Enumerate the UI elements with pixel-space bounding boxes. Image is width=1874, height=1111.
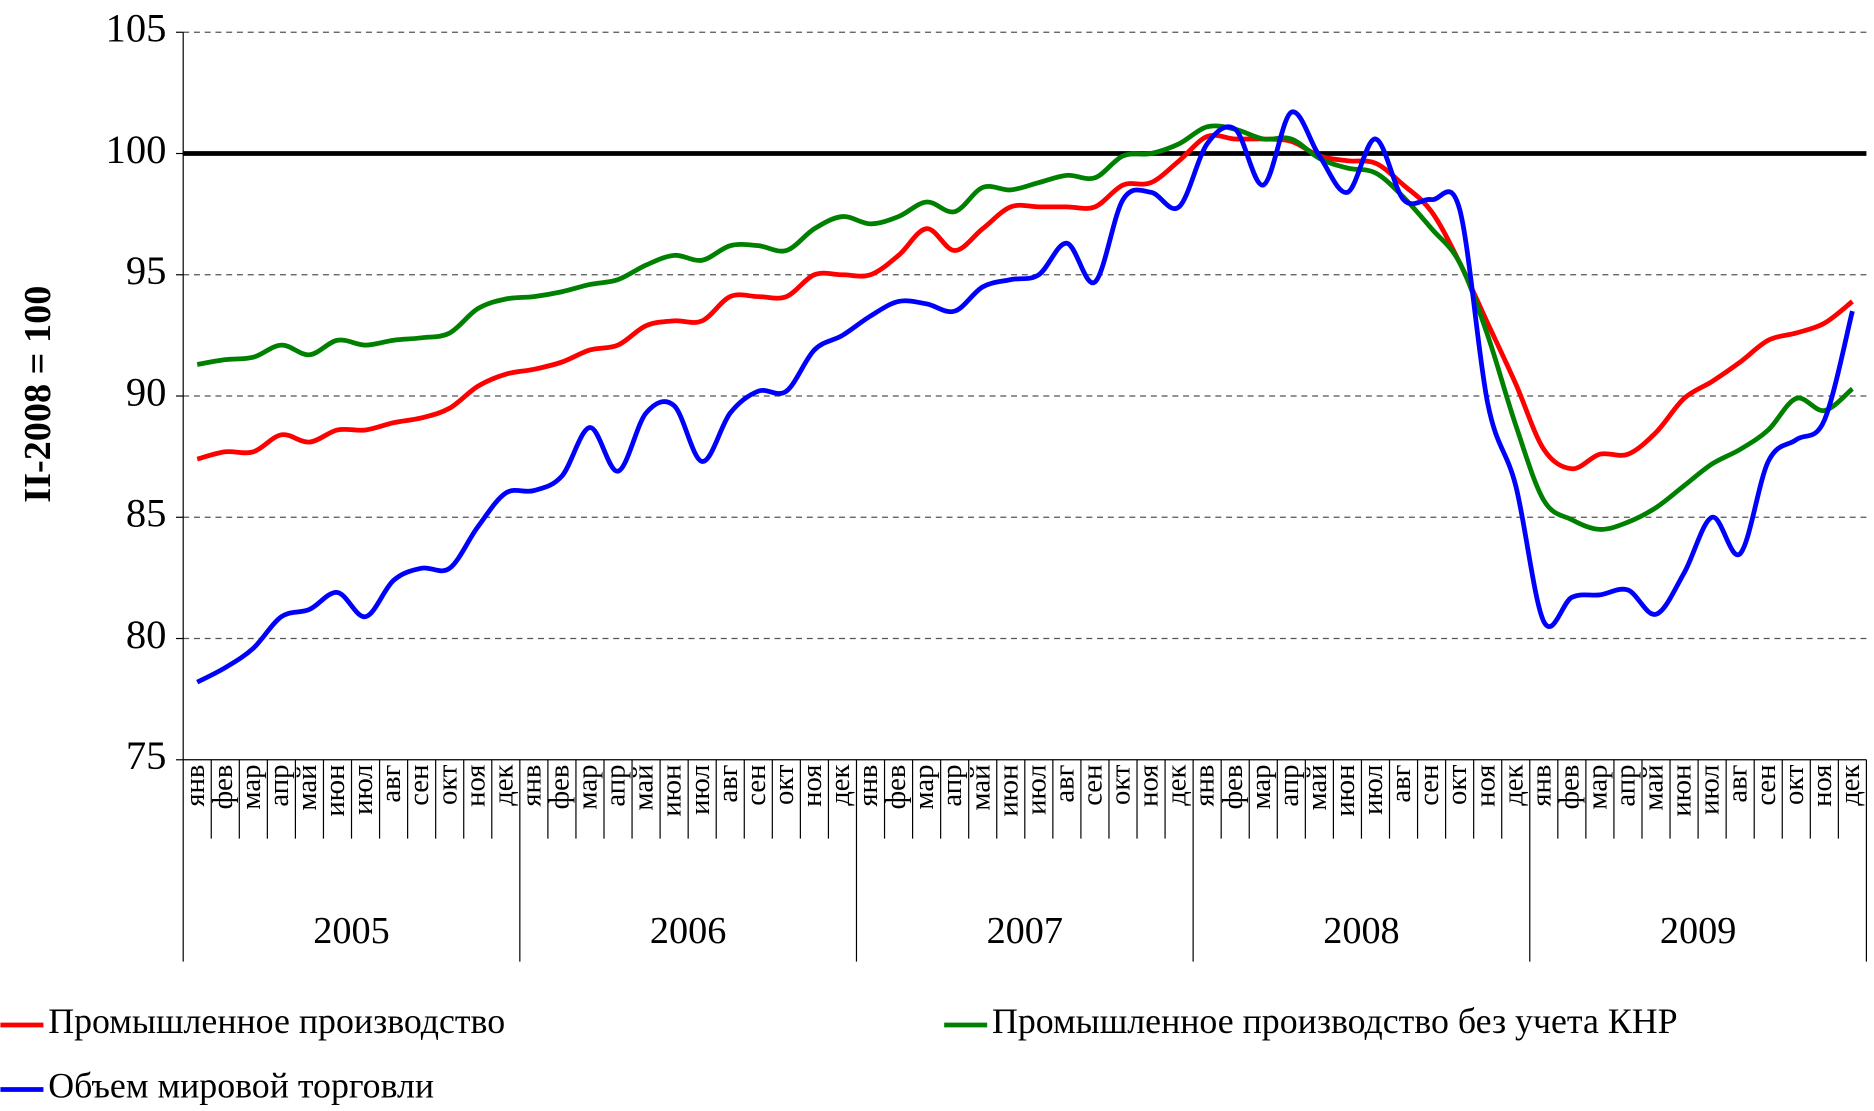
legend-label: Промышленное производство без учета КНР [992,1001,1678,1041]
x-tick-label: фев [880,765,912,810]
x-tick-label: мар [908,765,940,810]
legend-label: Объем мировой торговли [48,1066,434,1106]
y-tick-label: 95 [126,248,167,293]
x-tick-label: июн [1666,765,1698,817]
x-tick-label: авг [1722,764,1754,802]
x-tick-label: окт [1441,764,1473,805]
x-tick-label: авг [712,764,744,802]
x-tick-label: июн [319,765,351,817]
series-line [196,109,1855,685]
x-tick-label: фев [207,765,239,810]
x-tick-label: ноя [1806,765,1838,807]
x-tick-label: дек [1161,764,1193,805]
x-tick-label: июл [684,765,716,815]
x-tick-label: дек [487,764,519,805]
x-tick-label: июн [992,765,1024,817]
x-tick-label: окт [1105,764,1137,805]
x-tick-label: сен [1413,765,1445,806]
group-label: 2008 [1323,910,1399,952]
y-tick-label: 80 [126,612,167,657]
x-tick-label: апр [263,765,295,807]
x-tick-label: фев [1217,765,1249,810]
x-tick-label: янв [1525,765,1557,807]
group-label: 2007 [987,910,1063,952]
x-tick-label: май [1638,765,1670,811]
x-tick-label: июн [656,765,688,817]
series-line [196,132,1854,472]
x-tick-label: сен [403,765,435,806]
x-tick-label: авг [1048,764,1080,802]
y-tick-label: 75 [126,733,167,778]
x-tick-label: мар [1245,765,1277,810]
x-tick-label: май [1301,765,1333,811]
group-label: 2005 [313,910,389,952]
x-tick-label: июл [1020,765,1052,815]
x-tick-label: апр [1273,765,1305,807]
x-tick-label: янв [1189,765,1221,807]
x-tick-label: апр [1610,765,1642,807]
x-tick-label: авг [1385,764,1417,802]
x-tick-label: мар [1581,765,1613,810]
x-tick-label: дек [1834,764,1866,805]
y-tick-label: 100 [106,127,167,172]
group-label: 2006 [650,910,726,952]
x-tick-label: мар [572,765,604,810]
x-tick-label: май [291,765,323,811]
x-tick-label: май [628,765,660,811]
x-tick-label: июл [1694,765,1726,815]
x-tick-label: дек [824,764,856,805]
x-tick-label: май [964,765,996,811]
x-tick-label: окт [768,764,800,805]
x-tick-label: апр [936,765,968,807]
x-tick-label: окт [1778,764,1810,805]
x-tick-label: фев [1553,765,1585,810]
group-label: 2009 [1660,910,1736,952]
y-tick-label: 85 [126,491,167,536]
x-tick-label: авг [375,764,407,802]
x-tick-label: фев [543,765,575,810]
x-tick-label: ноя [459,765,491,807]
y-tick-label: 90 [126,369,167,414]
x-tick-label: июл [1357,765,1389,815]
x-tick-label: июл [347,765,379,815]
x-tick-label: окт [431,764,463,805]
x-tick-label: янв [515,765,547,807]
x-tick-label: янв [179,765,211,807]
y-axis-label: II-2008 = 100 [17,286,59,503]
x-tick-label: сен [1077,765,1109,806]
x-tick-label: сен [740,765,772,806]
legend-label: Промышленное производство [48,1001,505,1041]
x-tick-label: ноя [1469,765,1501,807]
x-tick-label: июн [1329,765,1361,817]
x-tick-label: мар [235,765,267,810]
x-tick-label: сен [1750,765,1782,806]
x-tick-label: ноя [796,765,828,807]
x-tick-label: апр [600,765,632,807]
x-tick-label: дек [1497,764,1529,805]
x-tick-label: янв [852,765,884,807]
x-tick-label: ноя [1133,765,1165,807]
y-tick-label: 105 [106,6,167,51]
series-line [196,123,1854,532]
